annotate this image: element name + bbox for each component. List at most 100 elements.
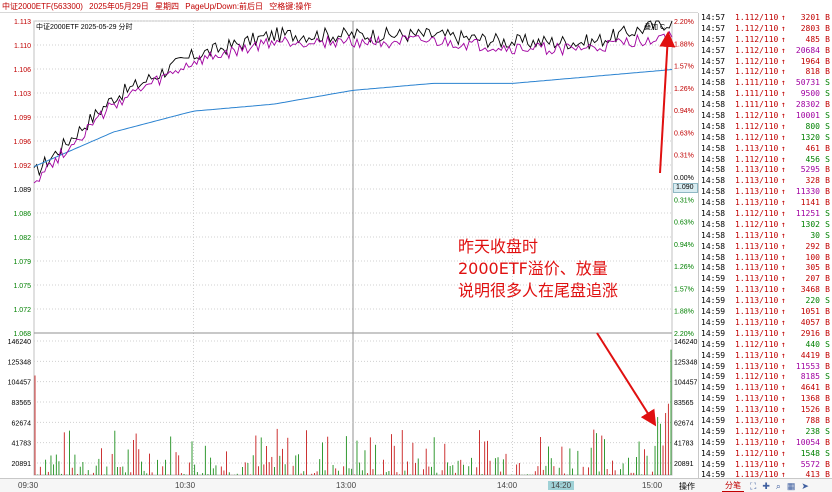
tape-volume: 1051 — [800, 307, 820, 317]
tape-direction: ↑ — [781, 328, 786, 338]
tape-volume: 4057 — [800, 317, 820, 327]
tape-price: 1.112/110 — [735, 13, 779, 22]
tape-price: 1.113/110 — [735, 230, 779, 240]
tape-volume: 2916 — [800, 328, 820, 338]
tape-price: 1.113/110 — [735, 176, 779, 186]
tape-row: 14:58 1.112/110 ↑ 1302 S — [699, 220, 832, 231]
tape-direction: ↑ — [781, 241, 786, 251]
tape-volume: 485 — [805, 34, 820, 44]
tape-side: B — [825, 45, 830, 55]
tape-direction: ↑ — [781, 405, 786, 415]
tape-price: 1.113/110 — [735, 405, 779, 415]
tape-volume: 413 — [805, 470, 820, 480]
tape-volume: 9500 — [800, 89, 820, 99]
tape-direction: ↑ — [781, 285, 786, 295]
title-bar: 中证2000ETF(563300) 2025年05月29日 星期四 PageUp… — [0, 0, 698, 13]
tape-row: 14:59 1.113/110 ↑ 788 B — [699, 416, 832, 427]
tape-side: S — [825, 121, 830, 131]
tape-direction: ↑ — [781, 219, 786, 229]
tape-time: 14:59 — [701, 317, 726, 327]
tab-ticks[interactable]: 分笔 — [722, 480, 744, 492]
tape-price: 1.111/110 — [735, 89, 779, 99]
tape-side: S — [825, 89, 830, 99]
tape-side: B — [825, 187, 830, 197]
time-label-1400: 14:00 — [497, 481, 518, 490]
vol-tick-label-right: 20891 — [674, 461, 694, 468]
magnify-icon[interactable]: ⌕ — [775, 480, 781, 491]
tape-volume: 3468 — [800, 285, 820, 295]
vol-tick-label: 83565 — [12, 400, 32, 407]
inner-title: 中证2000ETF 2025-05-29 分时 — [36, 22, 133, 31]
tape-row: 14:59 1.113/110 ↑ 413 B — [699, 470, 832, 481]
tape-volume: 1964 — [800, 56, 820, 66]
tape-price: 1.113/110 — [735, 165, 779, 175]
tape-time: 14:59 — [701, 350, 726, 360]
tape-volume: 5572 — [800, 459, 820, 469]
tape-row: 14:57 1.112/110 ↑ 20684 B — [699, 46, 832, 57]
tape-side: S — [825, 372, 830, 382]
vol-tick-label: 146240 — [8, 339, 31, 346]
pct-tick-label: 1.26% — [674, 86, 694, 93]
current-price-box: 1.090 — [673, 183, 698, 193]
security-name: 中证2000ETF(563300) — [2, 2, 83, 11]
tape-row: 14:58 1.113/110 ↑ 328 B — [699, 176, 832, 187]
tape-price: 1.112/110 — [735, 111, 779, 121]
tape-price: 1.112/110 — [735, 45, 779, 55]
vol-tick-label-right: 83565 — [674, 400, 694, 407]
tape-side: B — [825, 470, 830, 480]
tape-volume: 5295 — [800, 165, 820, 175]
tape-side: S — [825, 209, 830, 219]
fullscreen-icon[interactable]: ⛶ — [750, 480, 757, 491]
tape-time: 14:58 — [701, 132, 726, 142]
tape-side: B — [825, 350, 830, 360]
tick-tape[interactable]: 14:57 1.112/110 ↑ 3201 B 14:57 1.112/110 ↑ 2803 B… — [698, 13, 832, 490]
grid-icon[interactable]: ▦ — [786, 480, 796, 491]
tape-direction: ↑ — [781, 187, 786, 197]
tape-row: 14:59 1.113/110 ↑ 1368 B — [699, 394, 832, 405]
tape-volume: 207 — [805, 274, 820, 284]
price-tick-label: 1.072 — [13, 307, 31, 314]
tape-direction: ↑ — [781, 350, 786, 360]
tape-price: 1.113/110 — [735, 263, 779, 273]
price-tick-label: 1.082 — [13, 235, 31, 242]
arrow-icon[interactable]: ➤ — [801, 480, 809, 491]
vol-tick-label: 41783 — [12, 441, 32, 448]
tape-time: 14:58 — [701, 89, 726, 99]
tape-time: 14:58 — [701, 219, 726, 229]
vol-tick-label: 125348 — [8, 359, 31, 366]
operate-button[interactable]: 操作 — [679, 481, 695, 491]
price-tick-label: 1.068 — [13, 331, 31, 338]
tape-row: 14:57 1.112/110 ↑ 485 B — [699, 35, 832, 46]
tape-row: 14:58 1.113/110 ↑ 30 S — [699, 231, 832, 242]
tape-side: B — [825, 34, 830, 44]
tape-row: 14:59 1.113/110 ↑ 3468 B — [699, 285, 832, 296]
intraday-chart[interactable]: 1.113 1.110 1.106 1.103 1.099 1.096 1.092 1.089… — [0, 13, 698, 478]
chart-date: 2025年05月29日 — [89, 2, 149, 11]
tape-volume: 8185 — [800, 372, 820, 382]
tape-row: 14:59 1.113/110 ↑ 4057 B — [699, 318, 832, 329]
tape-direction: ↑ — [781, 448, 786, 458]
vol-tick-label-right: 62674 — [674, 420, 694, 427]
chart-svg[interactable]: 1.113 1.110 1.106 1.103 1.099 1.096 1.092 1.089… — [0, 13, 698, 478]
tape-direction: ↑ — [781, 111, 786, 121]
tape-time: 14:58 — [701, 209, 726, 219]
tape-direction: ↑ — [781, 263, 786, 273]
tape-row: 14:57 1.112/110 ↑ 818 B — [699, 67, 832, 78]
tape-side: S — [825, 132, 830, 142]
tape-row: 14:59 1.112/110 ↑ 238 S — [699, 427, 832, 438]
tape-price: 1.111/110 — [735, 100, 779, 110]
tape-volume: 292 — [805, 241, 820, 251]
pct-tick-label: 1.88% — [674, 309, 694, 316]
tape-time: 14:58 — [701, 198, 726, 208]
tape-price: 1.113/110 — [735, 437, 779, 447]
settings-icon[interactable]: ✚ — [762, 480, 770, 491]
pct-tick-label: 1.57% — [674, 286, 694, 293]
tape-price: 1.112/110 — [735, 448, 779, 458]
tape-price: 1.113/110 — [735, 470, 779, 480]
tape-row: 14:59 1.112/110 ↑ 1548 S — [699, 449, 832, 460]
tape-direction: ↑ — [781, 165, 786, 175]
vol-tick-label: 20891 — [12, 461, 32, 468]
tape-row: 14:59 1.113/110 ↑ 4419 B — [699, 351, 832, 362]
tape-volume: 11330 — [795, 187, 820, 197]
tape-time: 14:58 — [701, 176, 726, 186]
